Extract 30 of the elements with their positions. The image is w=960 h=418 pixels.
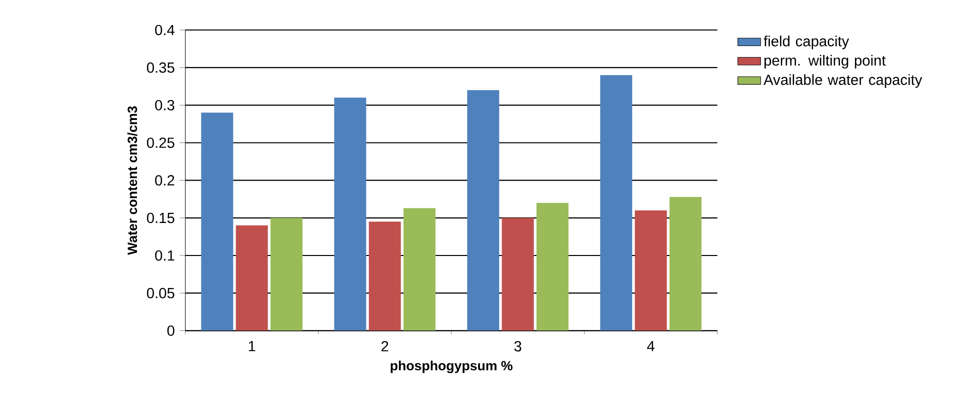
bar	[634, 210, 667, 331]
y-tick-label: 0.35	[146, 62, 174, 73]
y-tick-label: 0.3	[155, 100, 174, 110]
bar	[467, 90, 500, 331]
x-tick-label: 3	[514, 341, 522, 352]
bar	[502, 218, 534, 331]
x-tick-label: 4	[647, 341, 654, 352]
bar	[368, 222, 401, 331]
bar	[536, 202, 569, 331]
y-tick-label: 0.25	[146, 138, 174, 148]
y-tick-label: 0.1	[155, 250, 174, 261]
y-tick-label: 0.4	[155, 24, 174, 36]
x-tick-label: 2	[381, 341, 388, 352]
y-tick-label: 0	[167, 325, 174, 336]
x-axis-title: phosphogypsum %	[390, 360, 512, 374]
y-tick-label: 0.15	[146, 212, 174, 224]
legend-label: perm. wilting point	[764, 54, 886, 69]
legend-label: field capacity	[764, 36, 850, 50]
bar	[670, 196, 702, 331]
bar	[201, 112, 234, 331]
bar	[236, 225, 268, 331]
legend-label: Available water capacity	[764, 74, 922, 88]
bar	[404, 208, 436, 331]
y-tick-label: 0.2	[155, 175, 174, 186]
bar	[600, 75, 632, 331]
y-axis-title: Water content cm3/cm3	[127, 106, 138, 255]
bar	[270, 218, 303, 331]
y-tick-label: 0.05	[146, 288, 174, 298]
bar	[334, 98, 366, 331]
x-tick-label: 1	[248, 341, 256, 352]
